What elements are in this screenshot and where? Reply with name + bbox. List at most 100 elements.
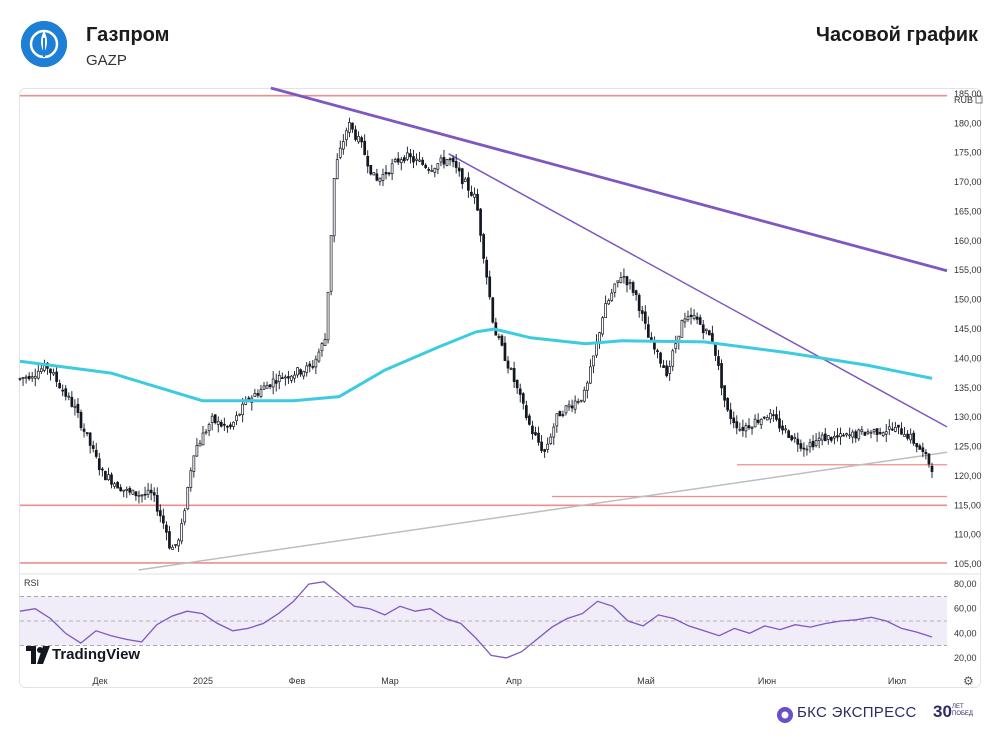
candle-body (707, 330, 711, 336)
candle-body (125, 488, 129, 491)
candle (94, 442, 98, 459)
candle (826, 435, 830, 445)
candle (195, 438, 199, 457)
time-tick-label: Мар (381, 676, 399, 686)
candle-body (122, 489, 126, 492)
candle (262, 381, 266, 390)
candle (73, 399, 77, 416)
candle-body (33, 375, 37, 379)
candle (174, 544, 177, 549)
candle-body (210, 415, 214, 423)
candle (546, 437, 550, 453)
candle (168, 525, 171, 550)
candle-body (387, 172, 391, 175)
candle-body (665, 365, 668, 377)
candle-body (592, 355, 595, 367)
settings-gear-icon[interactable]: ⚙ (963, 674, 974, 688)
candle (107, 467, 110, 481)
candle (256, 389, 260, 398)
candle (280, 372, 284, 380)
candle (21, 376, 25, 386)
price-tick-label: 135,00 (954, 383, 982, 393)
time-tick-label: Дек (92, 676, 107, 686)
candle (784, 424, 787, 434)
candle (165, 521, 168, 541)
candle (601, 316, 604, 337)
candle (210, 413, 214, 431)
candle (720, 359, 723, 396)
candle (24, 374, 28, 384)
candle-body (549, 436, 553, 444)
candle-body (506, 360, 510, 369)
candle (662, 359, 665, 368)
candle (814, 433, 818, 448)
candle-body (930, 465, 934, 472)
candle (616, 280, 620, 288)
candle (488, 270, 492, 300)
candle (817, 431, 821, 449)
candle (433, 167, 437, 178)
candle-body (878, 432, 882, 434)
candle-body (140, 494, 144, 497)
candle-body (479, 208, 482, 236)
candle (787, 429, 790, 439)
brand-anniversary-number: 30 (933, 702, 952, 721)
candle (646, 316, 650, 338)
candle (308, 361, 312, 373)
candle (482, 232, 485, 264)
candle (18, 377, 22, 382)
candle (619, 271, 623, 284)
candle (613, 283, 617, 298)
candle-body (903, 434, 906, 437)
candle-body (424, 164, 428, 169)
candle-body (512, 368, 516, 382)
candle-body (576, 401, 580, 403)
candle-body (79, 411, 83, 429)
candle (503, 336, 507, 362)
candle-body (616, 280, 620, 283)
candle-body (567, 404, 571, 408)
candle-body (668, 366, 672, 374)
candle (79, 409, 83, 431)
candle (799, 439, 803, 452)
candle-body (488, 276, 492, 298)
candle (189, 467, 193, 492)
candle-body (552, 426, 556, 438)
candle-body (183, 510, 187, 523)
candle-body (848, 434, 851, 437)
candle (445, 158, 449, 167)
candle-body (457, 167, 461, 172)
chart-title: Часовой график (815, 24, 978, 46)
candle-body (21, 377, 25, 380)
candle (284, 374, 287, 386)
candle-body (872, 429, 876, 433)
candle-body (631, 282, 635, 293)
candle-body (302, 371, 306, 377)
candle-body (299, 369, 302, 375)
candle-body (354, 129, 357, 140)
candle (857, 428, 861, 442)
candle (155, 487, 159, 516)
candle (592, 355, 595, 374)
candle-body (643, 311, 647, 324)
candle-body (909, 433, 912, 441)
candle-body (271, 378, 275, 388)
candle (634, 289, 638, 301)
candle-body (842, 434, 845, 437)
candle-body (131, 489, 135, 495)
candle (396, 152, 400, 165)
candle-body (558, 411, 562, 417)
candle-body (854, 431, 858, 439)
candle (381, 168, 385, 187)
candle (55, 365, 58, 388)
candle-body (619, 277, 623, 283)
candle-body (399, 159, 403, 164)
candle-body (305, 365, 309, 373)
candle (463, 176, 467, 182)
candle-body (88, 432, 92, 446)
candle-body (104, 470, 107, 481)
candle (146, 482, 150, 499)
candle-body (698, 317, 702, 325)
candle-body (128, 487, 132, 493)
